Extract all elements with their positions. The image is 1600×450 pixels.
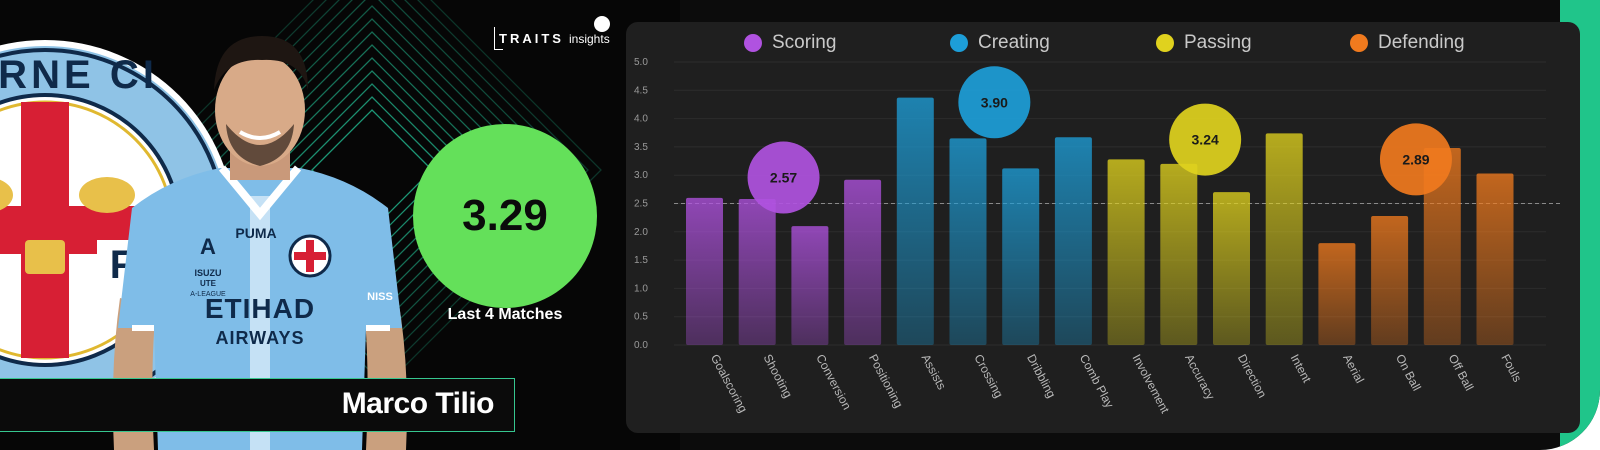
legend-label-scoring: Scoring: [772, 32, 837, 53]
x-tick-label: Assists: [919, 352, 949, 392]
legend-item-scoring: Scoring: [744, 32, 836, 54]
logo-traits-text: TRAITS: [499, 31, 564, 46]
bar-crossing: [949, 138, 987, 345]
y-tick-label: 0.0: [634, 340, 648, 351]
player-name-plate: Marco Tilio: [0, 378, 515, 432]
svg-text:AIRWAYS: AIRWAYS: [215, 328, 304, 348]
y-tick-label: 1.5: [634, 255, 648, 266]
y-tick-label: 2.0: [634, 227, 648, 238]
bar-dribbling: [1002, 168, 1040, 345]
y-tick-label: 3.0: [634, 170, 648, 181]
group-average-value: 2.89: [1402, 151, 1429, 167]
x-tick-label: Dribbling: [1024, 352, 1059, 400]
y-tick-label: 0.5: [634, 312, 648, 323]
x-tick-label: Positioning: [866, 352, 906, 410]
x-tick-label: Fouls: [1498, 352, 1524, 384]
x-tick-label: Aerial: [1340, 352, 1367, 386]
bar-involvement: [1107, 159, 1145, 345]
legend-item-creating: Creating: [950, 32, 1050, 54]
svg-text:UTE: UTE: [200, 279, 217, 288]
overall-rating-value: 3.29: [462, 191, 548, 240]
legend-label-passing: Passing: [1184, 32, 1252, 53]
bar-conversion: [791, 226, 829, 345]
logo-bracket: [494, 27, 503, 50]
group-average-value: 3.90: [981, 94, 1008, 110]
group-average-badge: [1169, 103, 1242, 176]
logo-insights-text: insights: [569, 32, 610, 46]
svg-text:PUMA: PUMA: [235, 225, 276, 241]
svg-text:A: A: [200, 234, 216, 259]
chart-legend: Scoring Creating Passing Defending: [626, 32, 1580, 58]
x-tick-label: Accuracy: [1182, 352, 1218, 402]
group-average-badge: [1379, 123, 1452, 196]
y-tick-label: 2.5: [634, 199, 648, 210]
player-hero: OURNE CI C F ETIHAD AIRWAYS: [0, 0, 680, 450]
legend-dot-passing: [1156, 34, 1174, 52]
logo-dot: [594, 16, 610, 32]
bar-direction: [1213, 192, 1250, 345]
x-tick-label: Off Ball: [1446, 352, 1477, 393]
legend-dot-scoring: [744, 34, 762, 52]
bar-comb-play: [1054, 137, 1092, 345]
group-average-badge: [958, 66, 1031, 139]
bar-goalscoring: [686, 197, 723, 345]
svg-text:NISS: NISS: [367, 291, 393, 303]
trait-bar-chart: 0.0 0.5 1.0 1.5 2.0 2.5 3.0 3.5 4.0 4.5 5.0 Goalsco…: [634, 57, 1562, 416]
legend-dot-defending: [1350, 34, 1368, 52]
overall-rating-circle: 3.29: [413, 124, 597, 308]
svg-text:A-LEAGUE: A-LEAGUE: [190, 291, 226, 298]
y-tick-label: 4.5: [634, 85, 648, 96]
bar-positioning: [844, 179, 882, 345]
chart-panel: Scoring Creating Passing Defending 0.0 0.…: [626, 22, 1580, 433]
bar-accuracy: [1160, 163, 1198, 345]
legend-item-defending: Defending: [1350, 32, 1465, 54]
svg-text:OURNE CI: OURNE CI: [0, 53, 160, 97]
y-tick-label: 5.0: [634, 57, 648, 68]
bar-shooting: [738, 198, 776, 345]
svg-text:ETIHAD: ETIHAD: [205, 293, 315, 324]
bar-assists: [896, 97, 934, 346]
legend-dot-creating: [950, 34, 968, 52]
y-tick-label: 1.0: [634, 283, 648, 294]
x-tick-label: Intent: [1288, 352, 1315, 386]
y-tick-label: 3.5: [634, 142, 648, 153]
bar-off-ball: [1423, 148, 1461, 345]
bar-fouls: [1476, 173, 1514, 345]
legend-item-passing: Passing: [1156, 32, 1252, 54]
x-tick-label: Comb Play: [1077, 352, 1117, 410]
x-tick-label: Involvement: [1129, 352, 1172, 416]
svg-text:ISUZU: ISUZU: [195, 268, 222, 278]
bar-aerial: [1318, 243, 1356, 345]
x-tick-label: On Ball: [1393, 352, 1424, 393]
x-tick-label: Crossing: [971, 352, 1006, 400]
rating-caption: Last 4 Matches: [447, 306, 563, 323]
legend-label-defending: Defending: [1378, 32, 1465, 53]
player-name: Marco Tilio: [341, 387, 495, 420]
group-average-value: 2.57: [770, 170, 797, 186]
bar-intent: [1265, 133, 1303, 345]
y-tick-label: 4.0: [634, 114, 648, 125]
legend-label-creating: Creating: [978, 32, 1050, 53]
x-tick-label: Goalscoring: [708, 352, 750, 415]
x-tick-label: Direction: [1235, 352, 1270, 400]
group-average-value: 3.24: [1192, 132, 1219, 148]
x-tick-label: Conversion: [813, 352, 854, 412]
bar-on-ball: [1371, 215, 1409, 345]
x-tick-label: Shooting: [761, 352, 796, 400]
group-average-badge: [747, 141, 820, 214]
